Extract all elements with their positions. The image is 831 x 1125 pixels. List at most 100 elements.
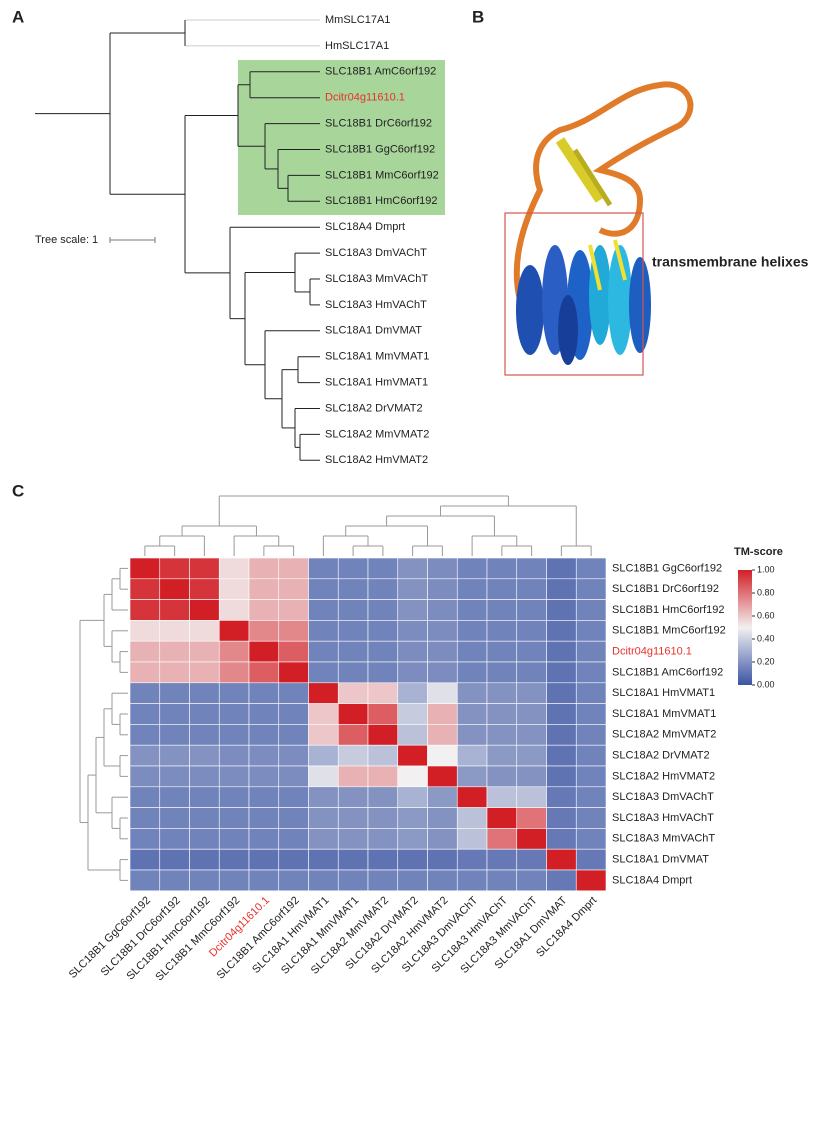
leaf-label: SLC18A2 MmVMAT2 (325, 428, 429, 440)
leaf-label: SLC18B1 AmC6orf192 (325, 66, 436, 78)
heatmap-cell (308, 557, 339, 580)
heatmap-cell (575, 744, 607, 767)
heatmap-cell (546, 682, 577, 704)
leaf-label: MmSLC17A1 (325, 14, 390, 26)
heatmap-cell (129, 620, 161, 642)
heatmap-cell (456, 703, 488, 725)
heatmap-cell (218, 828, 250, 850)
heatmap-cell (278, 620, 309, 642)
panel-label: A (12, 7, 24, 26)
heatmap-cell (486, 661, 518, 684)
leaf-label: SLC18B1 HmC6orf192 (325, 195, 438, 207)
colorbar-tick-label: 1.00 (757, 564, 775, 574)
heatmap-cell (367, 661, 399, 684)
heatmap-cell (575, 682, 607, 704)
heatmap-cell (218, 744, 250, 767)
heatmap-cell (427, 786, 458, 808)
heatmap-cell (159, 703, 190, 725)
heatmap-cell (456, 557, 488, 580)
heatmap-cell (546, 786, 577, 808)
row-label: Dcitr04g11610.1 (612, 646, 692, 658)
heatmap-cell (456, 682, 488, 704)
heatmap-cell (575, 848, 607, 871)
heatmap-cell (189, 869, 220, 892)
heatmap-cell (546, 828, 577, 850)
heatmap-cell (397, 599, 428, 621)
heatmap-cell (575, 620, 607, 642)
heatmap-cell (189, 599, 220, 621)
colorbar-tick-label: 0.80 (757, 587, 775, 597)
heatmap-cell (575, 807, 607, 829)
heatmap-cell (456, 807, 488, 829)
heatmap-cell (337, 599, 369, 621)
heatmap-cell (486, 620, 518, 642)
heatmap-cell (367, 557, 399, 580)
protein-structure (513, 81, 694, 365)
heatmap-cell (129, 578, 161, 600)
heatmap-cell (337, 724, 369, 746)
colorbar-title: TM-score (734, 546, 783, 558)
heatmap-cell (397, 682, 428, 704)
row-label: SLC18B1 DrC6orf192 (612, 583, 719, 595)
heatmap-cell (546, 661, 577, 684)
heatmap-cell (248, 807, 280, 829)
heatmap-cell (218, 869, 250, 892)
row-label: SLC18B1 GgC6orf192 (612, 562, 722, 574)
heatmap-cell (189, 744, 220, 767)
heatmap-cell (337, 786, 369, 808)
heatmap-cell (308, 703, 339, 725)
leaf-label: SLC18A2 DrVMAT2 (325, 402, 423, 414)
heatmap-cell (516, 869, 547, 892)
heatmap-cell (397, 724, 428, 746)
heatmap-cell (397, 828, 428, 850)
heatmap-cell (129, 828, 161, 850)
heatmap-cell (159, 599, 190, 621)
heatmap-cell (367, 848, 399, 871)
heatmap-cell (248, 848, 280, 871)
heatmap-cell (159, 640, 190, 663)
heatmap-cell (486, 828, 518, 850)
heatmap-cell (159, 828, 190, 850)
heatmap-cell (248, 682, 280, 704)
row-label: SLC18A1 MmVMAT1 (612, 708, 716, 720)
heatmap-cell (575, 765, 607, 788)
heatmap-cell (575, 703, 607, 725)
heatmap-cell (189, 640, 220, 663)
heatmap-cell (189, 848, 220, 871)
heatmap-cell (337, 744, 369, 767)
heatmap-cell (486, 869, 518, 892)
row-label: SLC18A1 DmVMAT (612, 854, 709, 866)
heatmap-cell (397, 765, 428, 788)
heatmap-cell (308, 682, 339, 704)
heatmap-cell (159, 682, 190, 704)
heatmap-cell (516, 786, 547, 808)
heatmap-cell (427, 640, 458, 663)
leaf-label: SLC18B1 DrC6orf192 (325, 118, 432, 130)
heatmap-cell (427, 703, 458, 725)
colorbar-tick-label: 0.60 (757, 610, 775, 620)
heatmap-cell (129, 557, 161, 580)
heatmap-cell (218, 724, 250, 746)
row-label: SLC18A2 MmVMAT2 (612, 729, 716, 741)
heatmap-cell (278, 869, 309, 892)
heatmap-cell (129, 599, 161, 621)
row-label: SLC18B1 HmC6orf192 (612, 604, 725, 616)
heatmap-cell (516, 599, 547, 621)
heatmap-cell (159, 765, 190, 788)
heatmap-cell (337, 807, 369, 829)
heatmap-cell (546, 703, 577, 725)
heatmap-cell (456, 724, 488, 746)
heatmap-cell (367, 869, 399, 892)
heatmap-cell (486, 744, 518, 767)
heatmap-cell (575, 869, 607, 892)
heatmap-cell (516, 557, 547, 580)
heatmap-cell (427, 828, 458, 850)
heatmap-cell (367, 640, 399, 663)
heatmap-cell (248, 724, 280, 746)
heatmap-cell (575, 557, 607, 580)
row-label: SLC18A1 HmVMAT1 (612, 687, 715, 699)
heatmap-cell (129, 744, 161, 767)
heatmap-cell (308, 807, 339, 829)
heatmap-cell (575, 724, 607, 746)
heatmap-cell (218, 765, 250, 788)
